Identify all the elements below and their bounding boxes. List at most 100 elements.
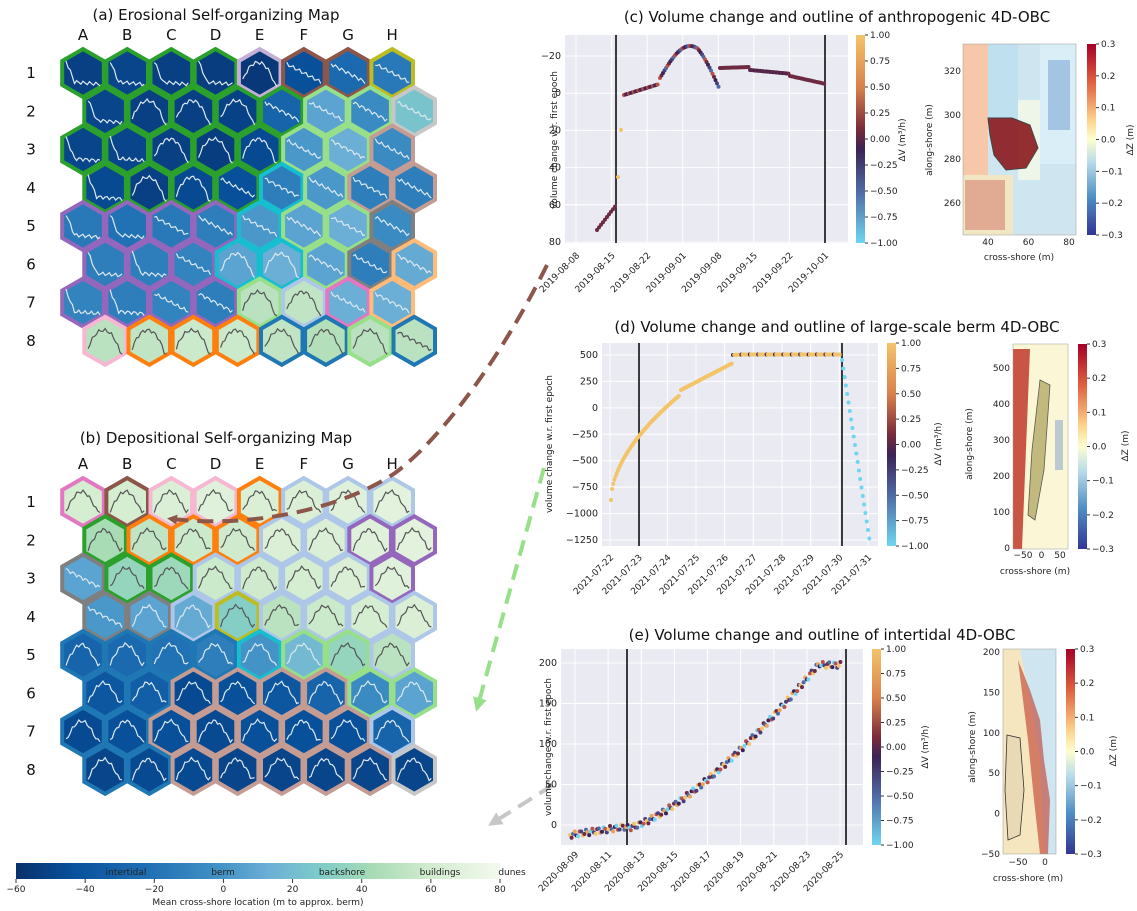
data-point <box>713 78 718 83</box>
som-b-cell-G6 <box>347 666 393 720</box>
data-point <box>606 827 611 832</box>
data-point <box>712 774 716 779</box>
data-point <box>569 835 574 840</box>
data-point <box>732 750 737 755</box>
panel-c-cb-tick: 0.0 <box>1101 136 1116 146</box>
som-a-cell-F8 <box>303 314 349 368</box>
panel-d-cb-tick: 0.00 <box>901 441 921 451</box>
panel-e: (e) Volume change and outline of interti… <box>537 626 1119 894</box>
panel-d-map-ytick: 100 <box>993 508 1010 518</box>
som-b-row-label: 7 <box>26 723 36 741</box>
panel-d-map-ytick: 500 <box>993 364 1010 374</box>
panel-d-ytick: 250 <box>580 376 598 387</box>
som-a-cell-D4 <box>214 161 261 215</box>
som-b-cell-B4 <box>126 590 172 644</box>
som-b-cell-C5 <box>148 628 195 682</box>
som-b-cell-E7 <box>236 705 283 758</box>
data-point <box>610 486 615 491</box>
data-point <box>806 677 811 682</box>
data-point <box>608 824 612 829</box>
panel-e-map-ytick: 100 <box>983 729 1000 739</box>
som-b-cell-C4 <box>170 590 217 644</box>
som-b-cell-A6 <box>82 666 128 720</box>
panel-d-plot <box>602 343 878 546</box>
data-point <box>659 812 664 817</box>
data-point <box>800 685 804 690</box>
data-point <box>579 829 584 834</box>
colorbar-tick: 40 <box>356 885 368 895</box>
som-b-cell-G1 <box>325 475 371 529</box>
som-a-col-label: C <box>166 26 176 44</box>
som-b-cell-A3 <box>60 552 106 605</box>
colorbar-tick: −20 <box>145 885 164 895</box>
som-a-cell-D5 <box>192 199 239 253</box>
panel-d-map-xtick: 0 <box>1039 551 1045 561</box>
som-b-cell-G3 <box>325 552 371 605</box>
data-point <box>683 795 688 800</box>
data-point <box>614 823 619 828</box>
data-point <box>655 82 660 87</box>
colorbar-gradient <box>16 863 500 879</box>
som-b-cell-F5 <box>281 628 327 682</box>
panel-e-cb-tick: 0.75 <box>886 670 906 680</box>
data-point <box>638 820 643 825</box>
class-label-intertidal: intertidal <box>106 868 147 878</box>
som-b-cell-C1 <box>148 475 195 529</box>
som-b-col-label: D <box>210 455 222 473</box>
data-point <box>747 741 752 746</box>
panel-c-cb-tick: 0.3 <box>1101 40 1115 50</box>
data-point <box>784 699 788 704</box>
data-point <box>846 400 851 405</box>
colorbar-axis-label: Mean cross-shore location (m to approx. … <box>152 898 363 908</box>
panel-d-map-ytick: 0 <box>1004 544 1010 554</box>
panel-e-ylabel: volume change w.r. first epoch <box>544 678 554 816</box>
som-b-cell-C7 <box>148 705 195 758</box>
som-a-cell-H8 <box>391 314 437 368</box>
data-point <box>716 84 721 89</box>
som-a-grid: A B C D E F G H 1 2 3 4 5 6 7 8 <box>26 26 437 368</box>
data-point <box>587 833 592 838</box>
arrow-to-berm <box>473 467 546 712</box>
data-point <box>866 528 870 532</box>
data-point <box>620 823 625 828</box>
data-point <box>771 716 776 721</box>
data-point <box>609 498 613 502</box>
panel-d-cb-tick: −0.25 <box>901 466 929 476</box>
panel-e-ytick: 150 <box>539 699 557 710</box>
som-a-cell-C3 <box>148 123 195 176</box>
panel-e-plot <box>561 649 863 845</box>
panel-c-ytick: 60 <box>549 200 561 211</box>
arrow-to-intertidal <box>488 783 555 826</box>
panel-e-map-xtick: −50 <box>1009 858 1028 868</box>
som-b-cell-H2 <box>391 513 437 567</box>
som-a-cell-G7 <box>325 276 371 329</box>
som-a-cell-E3 <box>236 123 283 176</box>
data-point <box>585 829 590 834</box>
som-b-cell-H5 <box>369 628 415 682</box>
data-point <box>611 481 616 486</box>
data-point <box>705 780 710 785</box>
colorbar-tick: 60 <box>425 885 437 895</box>
panel-d-cb-tick: −0.50 <box>901 491 929 501</box>
som-a-row-label: 4 <box>26 179 36 197</box>
som-a-cell-F3 <box>281 123 327 176</box>
panel-d-cb-tick: −0.3 <box>1092 545 1114 555</box>
som-a-cell-A4 <box>82 161 128 215</box>
data-point <box>855 460 860 464</box>
data-point <box>841 366 846 371</box>
som-b-col-label: H <box>387 455 398 473</box>
data-point <box>582 832 587 837</box>
som-a-cell-H3 <box>369 123 415 176</box>
data-point <box>766 718 771 723</box>
som-b-cell-E5 <box>236 628 283 682</box>
panel-c-plot <box>565 35 848 243</box>
data-point <box>603 826 608 831</box>
data-point <box>632 821 636 826</box>
panel-d-cb-tick: −0.1 <box>1092 477 1114 487</box>
som-a-cell-G4 <box>347 161 393 215</box>
som-b-col-label: E <box>255 455 264 473</box>
som-a-cell-B2 <box>126 84 172 138</box>
data-point <box>656 811 660 816</box>
som-a-cell-B4 <box>126 161 172 215</box>
som-a-row-label: 1 <box>26 64 36 82</box>
